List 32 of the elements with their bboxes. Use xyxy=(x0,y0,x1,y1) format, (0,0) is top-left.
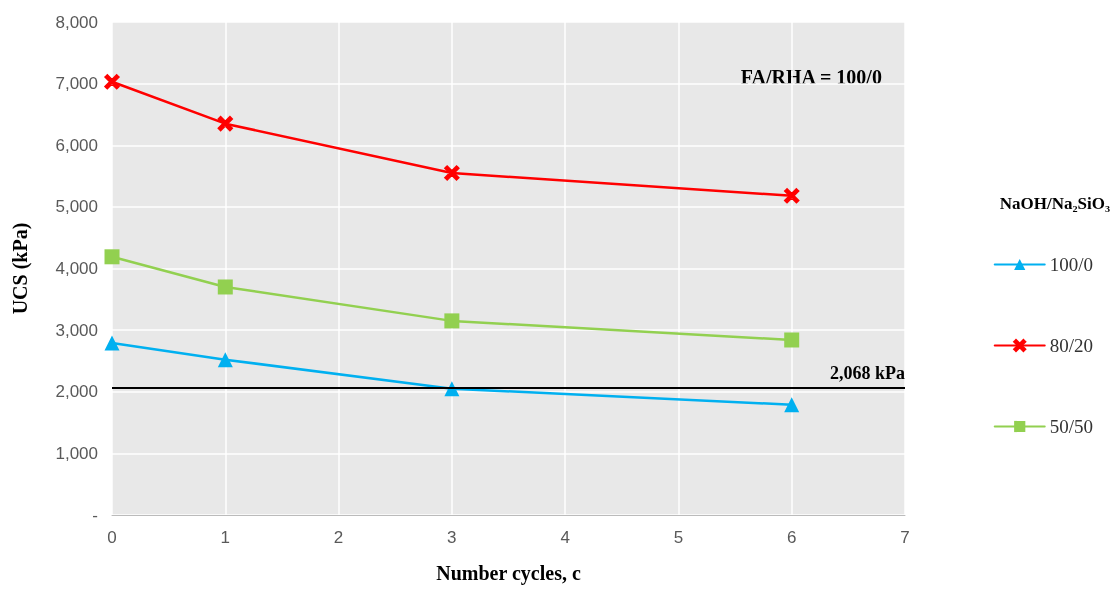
x-tick-label: 5 xyxy=(673,528,684,547)
legend-title: NaOH/Na₂SiO₃ xyxy=(999,194,1111,213)
y-tick-label: 5,000 xyxy=(55,197,98,217)
x-tick-label: 1 xyxy=(220,528,231,547)
point xyxy=(104,335,120,351)
y-tick-label: 2,000 xyxy=(55,382,98,402)
x-tick-label: 4 xyxy=(560,528,570,547)
y-tick-label: 7,000 xyxy=(55,74,98,94)
x-tick-label: 0 xyxy=(107,528,117,547)
point xyxy=(104,249,120,265)
x-axis-title: Number cycles, c xyxy=(436,562,581,585)
legend-label: 50/50 xyxy=(1049,416,1093,437)
y-tick-label: 8,000 xyxy=(55,12,98,32)
x-tick-label: 2 xyxy=(333,528,344,547)
x-tick-label: 7 xyxy=(900,528,910,547)
ref-line-label: 2,068 kPa xyxy=(829,362,905,383)
legend-label: 80/20 xyxy=(1049,335,1093,356)
y-tick-label: 3,000 xyxy=(55,320,98,340)
point xyxy=(784,397,800,413)
y-tick-label: 1,000 xyxy=(55,443,98,463)
x-tick-label: 3 xyxy=(447,528,457,547)
y-tick-label: 4,000 xyxy=(55,259,98,278)
y-tick-label: - xyxy=(92,505,98,525)
annotation: FA/RHA = 100/0 xyxy=(740,66,882,88)
point xyxy=(444,313,460,329)
point xyxy=(217,352,233,368)
legend-label: 100/0 xyxy=(1049,254,1093,275)
y-axis-title: UCS (kPa) xyxy=(9,222,32,315)
x-tick-label: 6 xyxy=(786,528,797,547)
point xyxy=(784,332,800,348)
point xyxy=(217,279,233,295)
y-tick-label: 6,000 xyxy=(55,135,98,155)
